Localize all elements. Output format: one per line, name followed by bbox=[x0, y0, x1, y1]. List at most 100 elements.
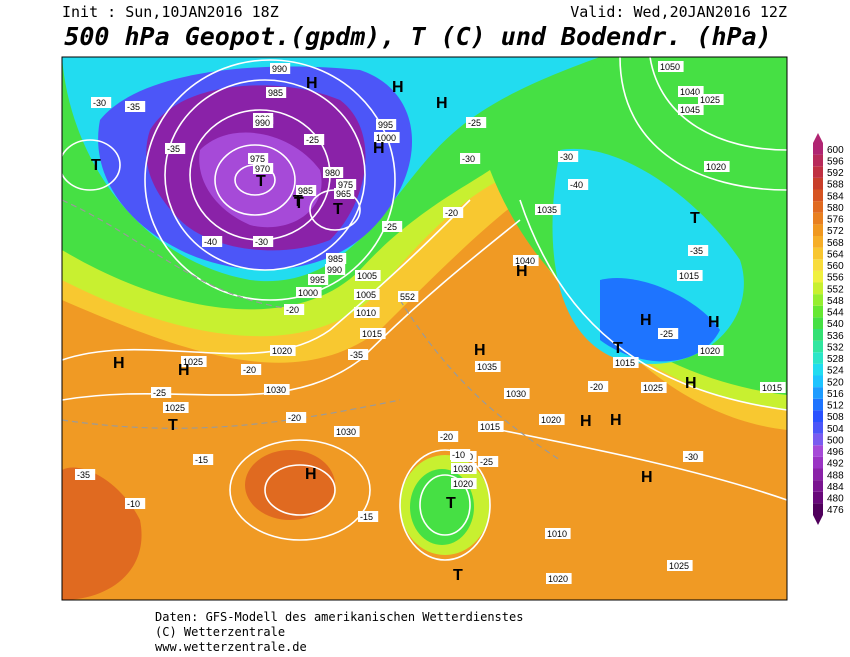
contour-label: 1030 bbox=[266, 385, 286, 395]
label-box bbox=[698, 345, 724, 356]
contour-label: 1020 bbox=[700, 346, 720, 356]
label-box bbox=[376, 119, 397, 130]
label-box bbox=[354, 289, 380, 300]
colorbar-swatch bbox=[813, 352, 823, 364]
label-box bbox=[354, 307, 380, 318]
pressure-center: H bbox=[580, 413, 592, 430]
label-box bbox=[241, 364, 262, 375]
colorbar-swatch bbox=[813, 456, 823, 469]
label-box bbox=[308, 274, 329, 285]
label-box bbox=[296, 287, 322, 298]
label-box bbox=[546, 573, 572, 584]
label-box bbox=[450, 449, 471, 460]
pressure-center: H bbox=[436, 95, 448, 112]
colorbar-end bbox=[813, 515, 823, 525]
colorbar-swatch bbox=[813, 236, 823, 248]
label-box bbox=[165, 143, 186, 154]
label-box bbox=[358, 511, 379, 522]
pressure-center: H bbox=[516, 263, 528, 280]
colorbar-swatch bbox=[813, 363, 823, 376]
footer-line: Daten: GFS-Modell des amerikanischen Wet… bbox=[155, 610, 523, 624]
colorbar-label: 520 bbox=[827, 377, 844, 388]
label-box bbox=[504, 388, 530, 399]
colorbar-label: 556 bbox=[827, 273, 844, 284]
contour-label: 1045 bbox=[680, 105, 700, 115]
contour-label: 1025 bbox=[165, 403, 185, 413]
colorbar-label: 552 bbox=[827, 284, 844, 295]
contour-label: 1020 bbox=[706, 162, 726, 172]
colorbar-swatch bbox=[813, 445, 823, 457]
label-box bbox=[163, 402, 189, 413]
contour-label: -35 bbox=[690, 246, 703, 256]
label-box bbox=[334, 426, 360, 437]
label-box bbox=[677, 270, 703, 281]
pressure-center: H bbox=[640, 312, 652, 329]
label-box bbox=[151, 387, 172, 398]
label-box bbox=[478, 421, 504, 432]
colorbar-swatch bbox=[813, 480, 823, 492]
contour-label: -20 bbox=[243, 365, 256, 375]
colorbar-label: 588 bbox=[827, 180, 844, 191]
contour-label: 1015 bbox=[679, 271, 699, 281]
contour-label: 1020 bbox=[541, 415, 561, 425]
pressure-center: H bbox=[641, 469, 653, 486]
label-box bbox=[181, 356, 207, 367]
colorbar-swatch bbox=[813, 398, 823, 411]
pressure-center: H bbox=[306, 75, 318, 92]
colorbar-swatch bbox=[813, 410, 823, 422]
colorbar-swatch bbox=[813, 154, 823, 167]
label-box bbox=[253, 117, 274, 128]
pressure-center: T bbox=[333, 201, 343, 218]
contour-label: -25 bbox=[660, 329, 673, 339]
colorbar-label: 600 bbox=[827, 145, 844, 156]
contour-label: 1015 bbox=[762, 383, 782, 393]
label-box bbox=[588, 381, 609, 392]
label-box bbox=[264, 384, 290, 395]
label-box bbox=[202, 236, 223, 247]
pressure-center: T bbox=[168, 417, 178, 434]
colorbar-swatch bbox=[813, 422, 823, 434]
label-box bbox=[535, 204, 561, 215]
colorbar-swatch bbox=[813, 503, 823, 515]
contour-label: -15 bbox=[195, 455, 208, 465]
contour-label: 995 bbox=[378, 120, 393, 130]
colorbar-label: 540 bbox=[827, 319, 844, 330]
colorbar-swatch bbox=[813, 329, 823, 341]
label-box bbox=[398, 291, 419, 302]
colorbar-label: 592 bbox=[827, 168, 844, 179]
label-box bbox=[478, 456, 499, 467]
contour-label: 1020 bbox=[453, 479, 473, 489]
contour-label: 1035 bbox=[537, 205, 557, 215]
label-box bbox=[683, 451, 704, 462]
pressure-center: H bbox=[305, 466, 317, 483]
colorbar-label: 532 bbox=[827, 342, 844, 353]
contour-label: -20 bbox=[440, 432, 453, 442]
contour-label: 985 bbox=[268, 88, 283, 98]
colorbar-label: 528 bbox=[827, 354, 844, 365]
label-box bbox=[513, 255, 539, 266]
colorbar-swatch bbox=[813, 270, 823, 283]
label-box bbox=[460, 153, 481, 164]
contour-label: -25 bbox=[480, 457, 493, 467]
contour-label: -30 bbox=[560, 152, 573, 162]
label-box bbox=[760, 382, 786, 393]
label-box bbox=[438, 431, 459, 442]
colorbar-label: 512 bbox=[827, 401, 844, 412]
pressure-center: H bbox=[113, 355, 125, 372]
colorbar-label: 488 bbox=[827, 470, 844, 481]
contour-label: 1030 bbox=[506, 389, 526, 399]
label-box bbox=[284, 304, 305, 315]
contour-label: -30 bbox=[93, 98, 106, 108]
pressure-center: T bbox=[446, 495, 456, 512]
pressure-center: H bbox=[685, 375, 697, 392]
label-box bbox=[688, 245, 709, 256]
label-box bbox=[374, 132, 400, 143]
label-box bbox=[443, 207, 464, 218]
pressure-center: T bbox=[293, 193, 303, 210]
footer-line: (C) Wetterzentrale bbox=[155, 625, 285, 639]
map-frame bbox=[61, 56, 788, 601]
contour-label: 1025 bbox=[183, 357, 203, 367]
label-box bbox=[193, 454, 214, 465]
label-box bbox=[253, 236, 274, 247]
